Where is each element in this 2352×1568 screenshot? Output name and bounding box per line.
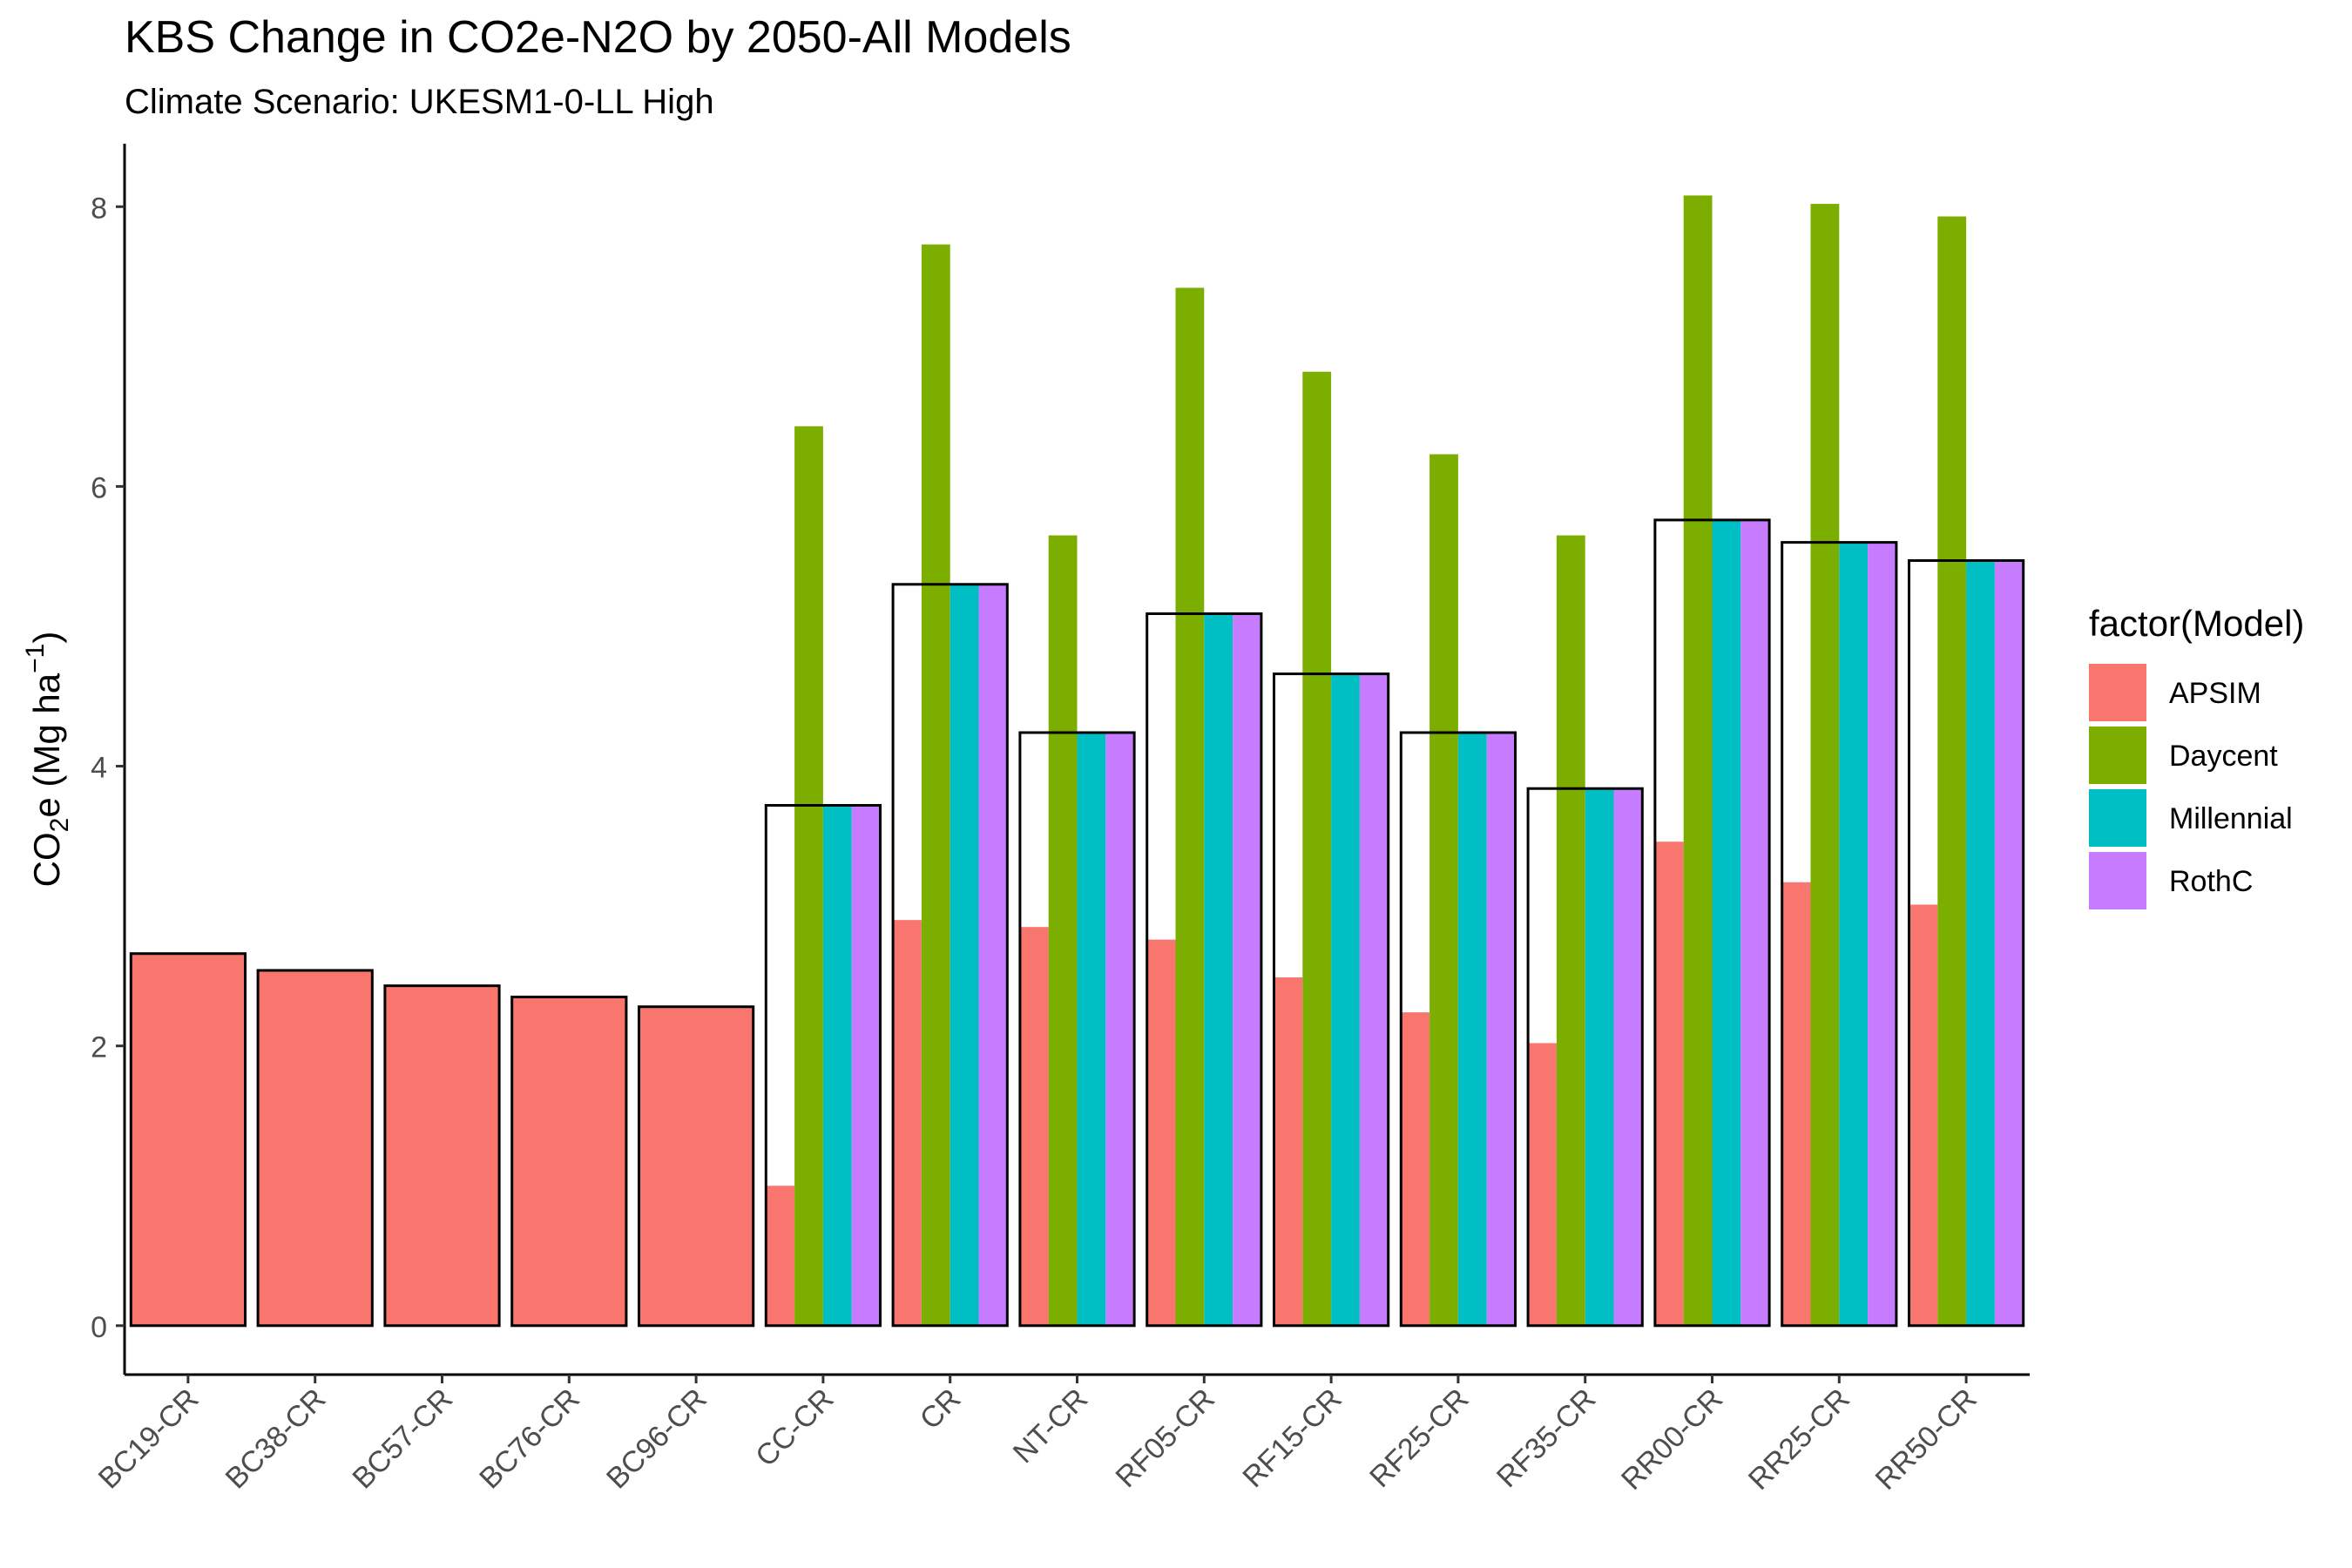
bar-daycent-rr00-cr: [1683, 195, 1713, 1326]
bar-rothc-rf35-cr: [1613, 788, 1643, 1326]
mean-outline-bc76-cr: [510, 995, 628, 1328]
y-tick-label: 4: [91, 752, 107, 785]
bar-daycent-rr25-cr: [1810, 204, 1840, 1326]
bar-rothc-rr50-cr: [1994, 560, 2024, 1326]
x-tick-label: BC57-CR: [346, 1382, 459, 1496]
bar-apsim-rr25-cr: [1781, 882, 1811, 1326]
bar-millennial-rr50-cr: [1966, 560, 1995, 1326]
bar-rothc-cr: [978, 584, 1008, 1326]
mean-outline-rf05-cr: [1146, 612, 1263, 1328]
bar-millennial-rf35-cr: [1585, 788, 1614, 1326]
x-tick-label: CC-CR: [749, 1382, 840, 1473]
mean-outline-bc96-cr: [637, 1005, 755, 1328]
legend: factor(Model) APSIM Daycent Millennial RothC: [2089, 603, 2304, 909]
bar-apsim-rf15-cr: [1274, 977, 1303, 1326]
legend-title: factor(Model): [2089, 603, 2304, 644]
x-tick-label: BC96-CR: [600, 1382, 713, 1496]
mean-outline-bc38-cr: [256, 969, 374, 1328]
bar-daycent-rf15-cr: [1302, 371, 1332, 1326]
bar-daycent-nt-cr: [1048, 535, 1078, 1326]
legend-swatch-millennial: [2089, 789, 2146, 847]
bar-rothc-rf15-cr: [1359, 673, 1389, 1326]
bar-apsim-rf25-cr: [1401, 1012, 1430, 1326]
bar-apsim-rf35-cr: [1528, 1043, 1557, 1326]
bar-apsim-rf05-cr: [1146, 939, 1176, 1326]
mean-outline-cr: [891, 583, 1009, 1328]
legend-label-rothc: RothC: [2169, 865, 2253, 898]
bar-millennial-cr: [950, 584, 979, 1326]
legend-label-apsim: APSIM: [2169, 677, 2261, 710]
bar-apsim-rr50-cr: [1909, 904, 1938, 1326]
bar-rothc-rf05-cr: [1233, 613, 1261, 1326]
bar-apsim-bc96-cr: [639, 1006, 754, 1326]
y-tick-label: 0: [91, 1311, 107, 1344]
bar-apsim-bc19-cr: [131, 953, 246, 1326]
x-tick-label: CR: [914, 1382, 968, 1436]
x-tick-label: RR25-CR: [1742, 1382, 1856, 1497]
bar-millennial-rr00-cr: [1712, 519, 1741, 1326]
bar-apsim-bc38-cr: [258, 970, 373, 1326]
y-tick-label: 6: [91, 471, 107, 504]
bar-daycent-rf25-cr: [1429, 454, 1458, 1326]
x-tick-label: BC38-CR: [220, 1382, 333, 1496]
bar-apsim-bc57-cr: [384, 985, 500, 1326]
bar-rothc-rf25-cr: [1486, 732, 1516, 1326]
bar-daycent-rr50-cr: [1937, 216, 1967, 1326]
bar-daycent-rf35-cr: [1556, 535, 1585, 1326]
bar-rothc-rr00-cr: [1740, 519, 1770, 1326]
mean-outline-cc-cr: [764, 803, 882, 1328]
x-tick-label: RF15-CR: [1236, 1382, 1348, 1494]
bar-apsim-rr00-cr: [1654, 841, 1684, 1326]
legend-label-millennial: Millennial: [2169, 802, 2293, 835]
bar-daycent-cr: [921, 244, 950, 1326]
bar-daycent-rf05-cr: [1175, 287, 1205, 1326]
legend-swatch-rothc: [2089, 852, 2146, 909]
bar-millennial-rr25-cr: [1839, 542, 1869, 1326]
bar-apsim-bc76-cr: [511, 997, 626, 1326]
bar-millennial-cc-cr: [822, 805, 852, 1326]
plot-area: [129, 195, 2025, 1328]
x-tick-label: RF05-CR: [1110, 1382, 1221, 1494]
x-tick-label: RF35-CR: [1490, 1382, 1602, 1494]
chart-subtitle: Climate Scenario: UKESM1-0-LL High: [125, 83, 714, 121]
x-tick-label: RR00-CR: [1615, 1382, 1729, 1497]
bar-apsim-cc-cr: [766, 1186, 795, 1326]
bar-rothc-cc-cr: [851, 805, 881, 1326]
bar-millennial-rf25-cr: [1457, 732, 1487, 1326]
y-tick-label: 8: [91, 192, 107, 225]
mean-outline-rf25-cr: [1399, 731, 1517, 1328]
legend-label-daycent: Daycent: [2169, 740, 2278, 773]
x-tick-label: NT-CR: [1007, 1382, 1094, 1470]
x-tick-label: BC76-CR: [473, 1382, 586, 1496]
mean-outline-rr00-cr: [1653, 518, 1771, 1328]
bar-daycent-cc-cr: [794, 426, 823, 1326]
mean-outline-bc19-cr: [129, 952, 247, 1328]
x-tick-label: RR50-CR: [1869, 1382, 1984, 1497]
x-tick-label: RF25-CR: [1363, 1382, 1475, 1494]
legend-swatch-daycent: [2089, 727, 2146, 784]
legend-swatch-apsim: [2089, 664, 2146, 721]
bar-millennial-nt-cr: [1077, 732, 1106, 1326]
chart-title: KBS Change in CO2e-N2O by 2050-All Model…: [125, 12, 1071, 63]
mean-outline-rf15-cr: [1272, 672, 1390, 1328]
mean-outline-rr25-cr: [1781, 541, 1898, 1328]
mean-outline-nt-cr: [1018, 731, 1136, 1328]
bar-apsim-cr: [893, 920, 922, 1326]
x-tick-label: BC19-CR: [92, 1382, 206, 1496]
bar-apsim-nt-cr: [1019, 927, 1049, 1326]
mean-outline-bc57-cr: [383, 984, 501, 1328]
mean-outline-rr50-cr: [1907, 558, 2025, 1328]
bar-millennial-rf05-cr: [1204, 613, 1233, 1326]
mean-outline-rf35-cr: [1526, 787, 1644, 1328]
bar-millennial-rf15-cr: [1331, 673, 1360, 1326]
y-axis-title: CO2e (Mg ha−1): [21, 632, 74, 888]
y-tick-label: 2: [91, 1031, 107, 1064]
bar-rothc-rr25-cr: [1868, 542, 1896, 1326]
bar-rothc-nt-cr: [1105, 732, 1135, 1326]
